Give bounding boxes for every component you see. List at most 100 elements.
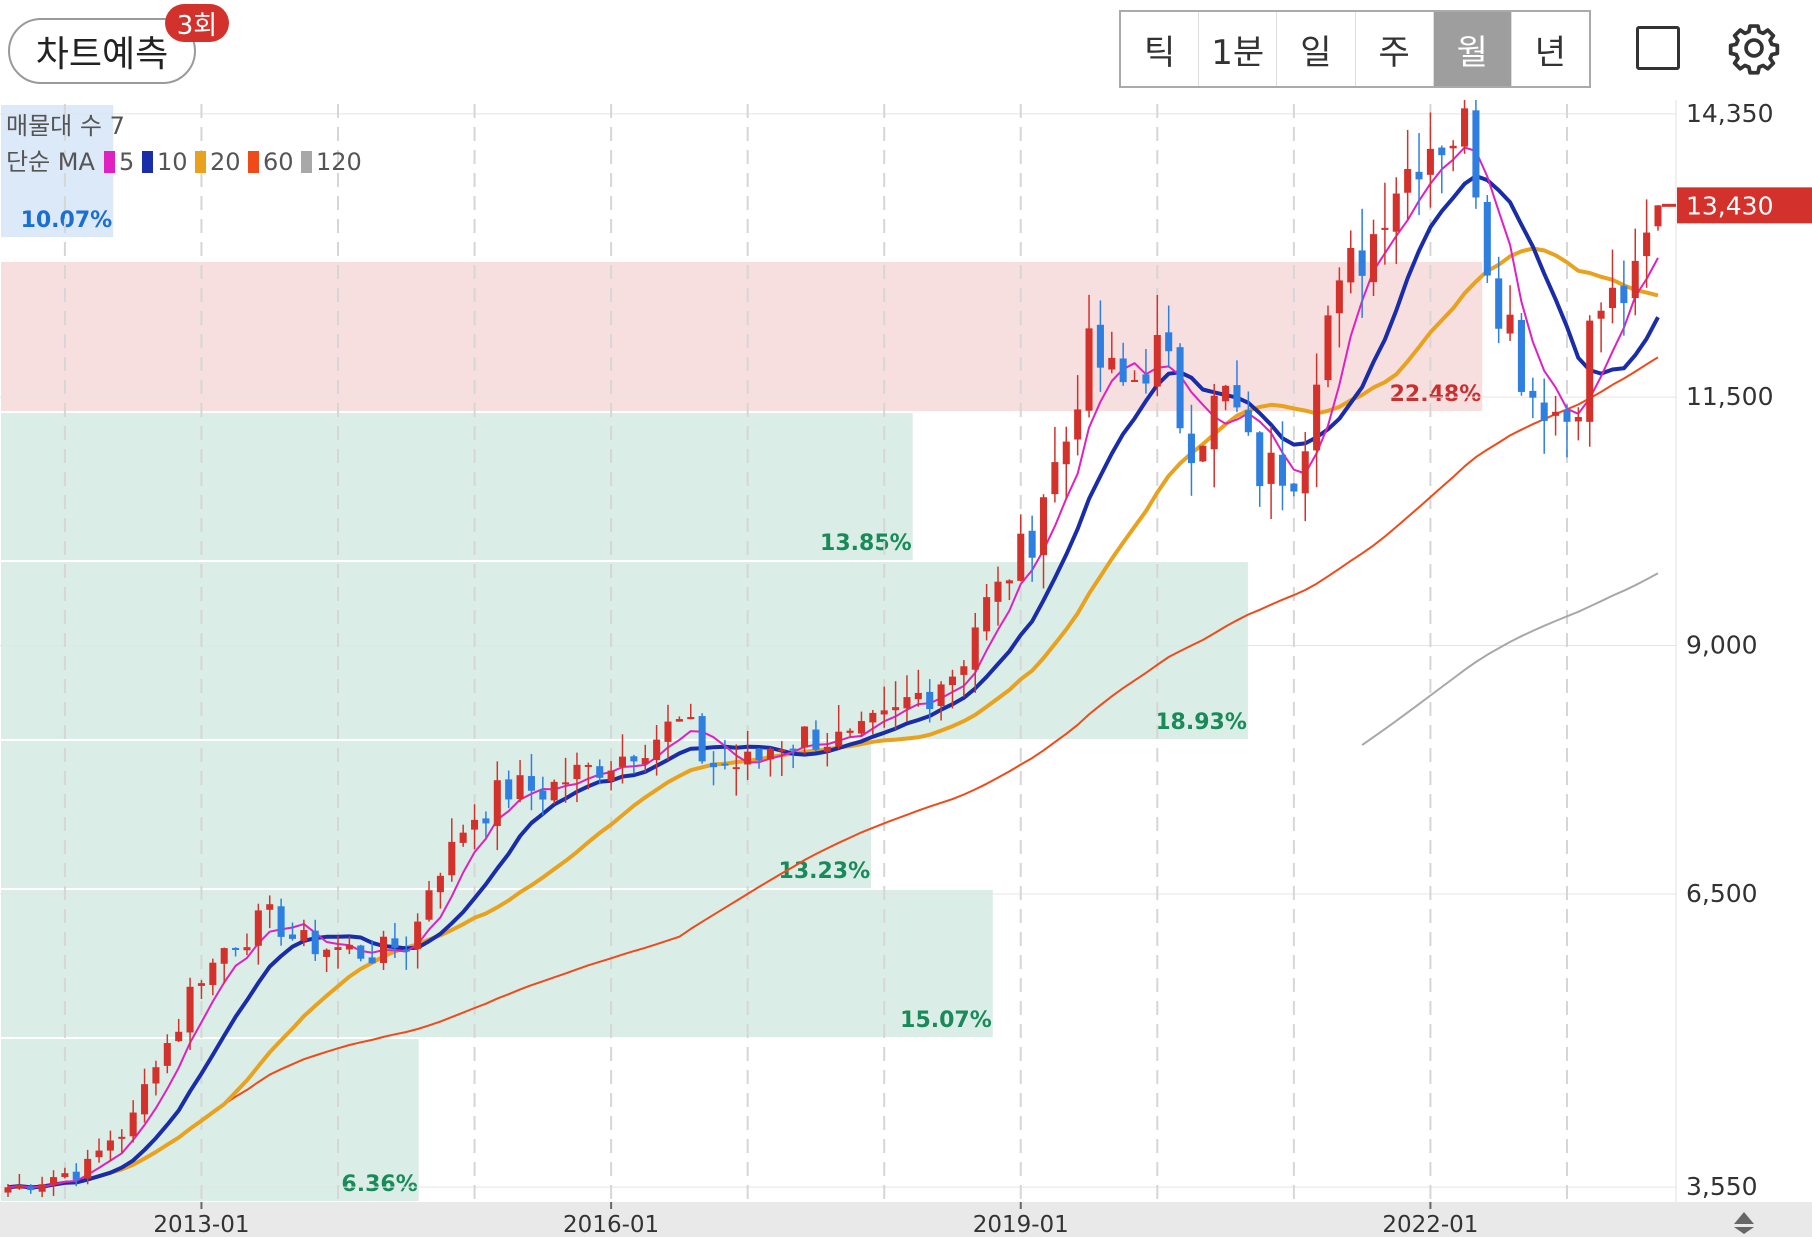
period-tab-month[interactable]: 월 bbox=[1433, 12, 1512, 86]
candle bbox=[4, 1183, 12, 1197]
period-tab-tick[interactable]: 틱 bbox=[1121, 12, 1200, 86]
candle bbox=[1517, 313, 1525, 396]
candle bbox=[129, 1100, 137, 1143]
volume-profile-label: 15.07% bbox=[900, 1008, 992, 1033]
candle bbox=[1039, 494, 1048, 589]
candle-body bbox=[994, 581, 1002, 602]
candle-body bbox=[1301, 451, 1309, 494]
candle-body bbox=[892, 707, 900, 711]
candle bbox=[482, 811, 490, 839]
candle bbox=[550, 779, 558, 805]
candle-body bbox=[300, 930, 308, 941]
volume-profile-band bbox=[0, 1037, 421, 1203]
candle-body bbox=[607, 770, 615, 782]
candlestick-chart[interactable]: 10.07% 22.48% 13.85% 18.93% 13.23% 15.07% 6.36… bbox=[0, 100, 1812, 1237]
toolbar: 차트예측 3회 틱 1분 일 주 월 년 bbox=[0, 0, 1812, 100]
candle bbox=[323, 948, 331, 973]
candle bbox=[1074, 375, 1082, 456]
candle-body bbox=[778, 749, 786, 752]
candle-body bbox=[141, 1084, 149, 1115]
candle-body bbox=[448, 841, 456, 876]
candle bbox=[983, 584, 991, 641]
candle bbox=[1233, 360, 1241, 413]
candle-body bbox=[38, 1184, 46, 1192]
y-tick-label: 11,500 bbox=[1686, 382, 1773, 411]
candle bbox=[1335, 267, 1343, 348]
candle bbox=[277, 898, 285, 946]
candle bbox=[1210, 383, 1218, 488]
candle-body bbox=[1347, 247, 1355, 283]
candle bbox=[960, 660, 968, 697]
legend-ma-period: 120 bbox=[316, 148, 362, 176]
candle bbox=[436, 872, 444, 909]
candle-body bbox=[1096, 324, 1104, 368]
candle-body bbox=[1165, 332, 1173, 352]
candle bbox=[1119, 342, 1127, 386]
candle-body bbox=[243, 947, 251, 951]
candle-body bbox=[1426, 148, 1434, 175]
candle bbox=[391, 922, 399, 959]
candle-body bbox=[539, 790, 547, 800]
candle bbox=[1313, 353, 1321, 488]
candle-body bbox=[49, 1177, 58, 1185]
period-tab-day[interactable]: 일 bbox=[1277, 12, 1356, 86]
candle-body bbox=[721, 763, 729, 766]
candle bbox=[357, 944, 365, 962]
y-tick-label: 3,550 bbox=[1686, 1172, 1758, 1201]
candle-body bbox=[971, 627, 979, 670]
candle bbox=[1290, 483, 1298, 497]
candle bbox=[641, 744, 649, 773]
candle bbox=[846, 728, 854, 737]
period-selector: 틱 1분 일 주 월 년 bbox=[1119, 10, 1591, 88]
candle-body bbox=[471, 819, 479, 830]
candle bbox=[471, 804, 479, 850]
volume-profile-label: 18.93% bbox=[1155, 710, 1247, 735]
candle bbox=[1324, 305, 1332, 388]
candle bbox=[505, 770, 513, 809]
candle-body bbox=[846, 730, 854, 733]
gear-icon[interactable] bbox=[1726, 20, 1782, 76]
candle-body bbox=[220, 948, 228, 964]
period-tab-year[interactable]: 년 bbox=[1534, 32, 1567, 73]
candle bbox=[1301, 432, 1309, 522]
candle-body bbox=[15, 1184, 23, 1189]
candle-body bbox=[1142, 374, 1150, 384]
candle-body bbox=[186, 986, 194, 1033]
candle bbox=[687, 703, 695, 720]
candle-body bbox=[254, 910, 262, 946]
x-tick-label: 2019-01 bbox=[973, 1212, 1069, 1237]
legend-ma-period: 20 bbox=[210, 148, 241, 176]
candle bbox=[812, 720, 820, 752]
candle bbox=[1415, 133, 1423, 216]
candle bbox=[527, 753, 535, 811]
candle bbox=[1574, 407, 1582, 441]
x-tick-label: 2022-01 bbox=[1382, 1212, 1478, 1237]
candle bbox=[49, 1170, 58, 1196]
candle bbox=[1369, 219, 1378, 296]
candle bbox=[493, 761, 501, 851]
candle bbox=[789, 744, 797, 769]
square-icon[interactable] bbox=[1636, 26, 1680, 70]
period-tab-1min[interactable]: 1분 bbox=[1199, 12, 1278, 86]
candle bbox=[425, 880, 433, 922]
candle bbox=[209, 958, 217, 996]
candle-body bbox=[1039, 497, 1048, 556]
candle bbox=[823, 732, 831, 767]
candle bbox=[573, 752, 581, 803]
candle-body bbox=[84, 1158, 92, 1179]
chart-predict-button[interactable]: 차트예측 bbox=[8, 18, 196, 84]
candle bbox=[1586, 315, 1594, 447]
candle bbox=[1096, 300, 1104, 392]
candle-body bbox=[1461, 108, 1469, 147]
candle-body bbox=[357, 945, 365, 959]
period-tab-week[interactable]: 주 bbox=[1356, 12, 1434, 86]
volume-profile-band bbox=[0, 887, 995, 1040]
candle-body bbox=[1278, 454, 1287, 486]
y-tick-label: 14,350 bbox=[1686, 100, 1773, 128]
candle bbox=[1062, 426, 1070, 499]
candle bbox=[778, 741, 786, 777]
candle bbox=[1222, 384, 1230, 411]
candle bbox=[152, 1060, 160, 1096]
candle bbox=[106, 1130, 114, 1162]
candle bbox=[61, 1167, 69, 1179]
